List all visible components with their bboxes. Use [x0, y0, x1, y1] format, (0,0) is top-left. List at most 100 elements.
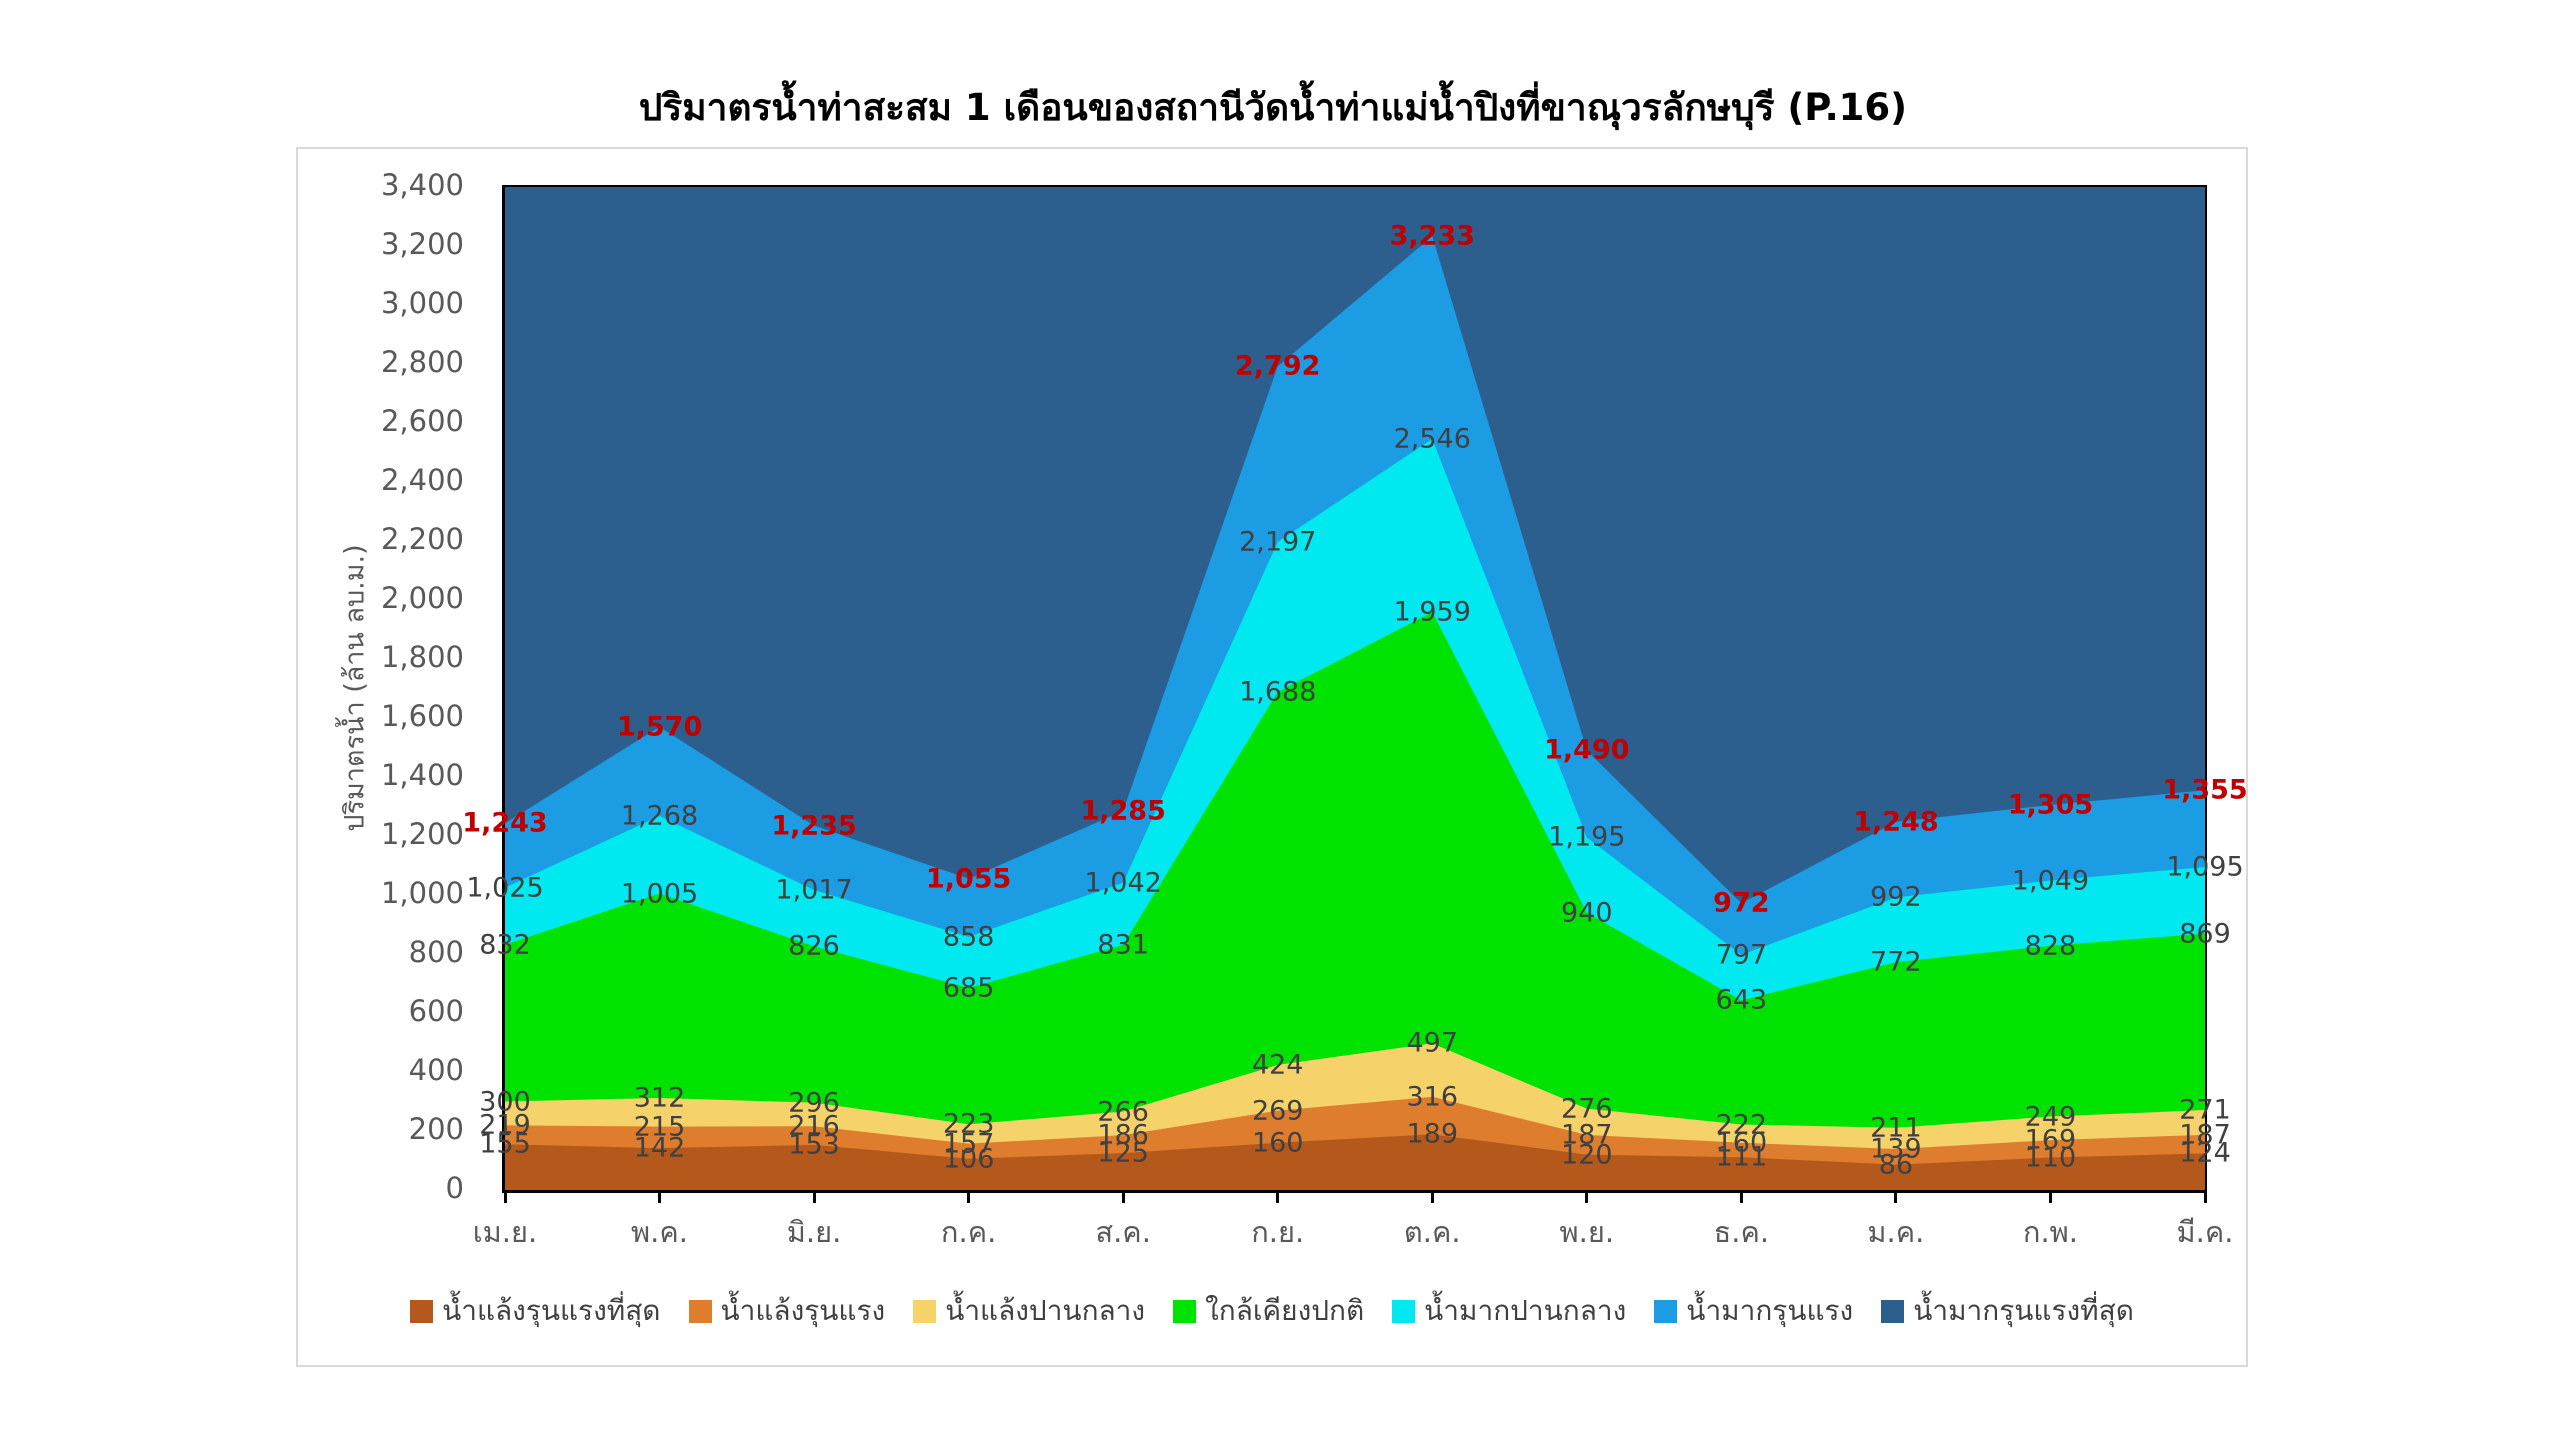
- x-tick-mark: [1739, 1190, 1743, 1203]
- data-label: 1,005: [620, 878, 699, 910]
- x-tick-mark: [1585, 1190, 1589, 1203]
- data-label: 2,197: [1239, 526, 1317, 558]
- x-tick-mark: [2048, 1190, 2052, 1203]
- data-label: 160: [1715, 1127, 1768, 1159]
- x-tick-label: ส.ค.: [1095, 1215, 1151, 1249]
- legend-item: น้ำมากรุนแรงที่สุด: [1881, 1289, 2134, 1333]
- data-label: 832: [479, 929, 531, 961]
- data-label: 186: [1097, 1119, 1149, 1151]
- data-label: 1,355: [2162, 774, 2248, 806]
- legend: น้ำแล้งรุนแรงที่สุด น้ำแล้งรุนแรง น้ำแล้งป…: [298, 1289, 2246, 1333]
- x-tick-label: ก.ค.: [940, 1215, 997, 1249]
- data-label: 187: [1561, 1119, 1613, 1151]
- data-label: 424: [1251, 1049, 1304, 1081]
- data-label: 86: [1878, 1149, 1914, 1181]
- legend-swatch: [688, 1299, 712, 1323]
- x-tick-label: เม.ย.: [472, 1215, 538, 1249]
- chart-panel: ปริมาตรน้ำ (ล้าน ลบ.ม.) 0 200 400 600 800 1,0…: [296, 147, 2248, 1367]
- data-label: 643: [1715, 984, 1768, 1016]
- data-label: 125: [1097, 1137, 1149, 1169]
- data-label: 2,546: [1393, 423, 1471, 455]
- data-label: 1,268: [620, 800, 699, 832]
- legend-label: ใกล้เคียงปกติ: [1205, 1294, 1365, 1327]
- legend-item: น้ำแล้งรุนแรง: [688, 1289, 886, 1333]
- legend-swatch: [410, 1299, 434, 1323]
- data-label: 972: [1713, 887, 1770, 919]
- data-label: 1,285: [1080, 795, 1166, 827]
- data-label: 826: [788, 930, 840, 962]
- x-tick-mark: [503, 1190, 507, 1203]
- data-label: 169: [2024, 1124, 2077, 1156]
- y-tick-label: 2,200: [380, 522, 464, 556]
- plot-area: เม.ย. พ.ค. มิ.ย. ก.ค. ส.ค. ก.ย. ต.ค. พ.ย. ธ.ค. ม.…: [462, 185, 2248, 1249]
- y-tick-label: 2,600: [380, 404, 464, 438]
- data-label: 1,042: [1084, 867, 1162, 899]
- data-label: 271: [2179, 1094, 2231, 1126]
- legend-label: น้ำแล้งรุนแรง: [720, 1294, 886, 1327]
- x-tick-mark: [1430, 1190, 1434, 1203]
- y-tick-label: 0: [445, 1171, 464, 1205]
- legend-item: น้ำมากปานกลาง: [1392, 1289, 1626, 1333]
- data-label: 1,235: [771, 810, 857, 842]
- data-label: 110: [2024, 1142, 2077, 1174]
- data-label: 187: [2179, 1119, 2231, 1151]
- data-label: 300: [479, 1086, 531, 1117]
- legend-swatch: [1173, 1299, 1197, 1323]
- legend-label: น้ำแล้งปานกลาง: [945, 1294, 1146, 1327]
- legend-swatch: [913, 1299, 937, 1323]
- x-tick-label: ก.พ.: [2022, 1215, 2079, 1249]
- legend-label: น้ำมากรุนแรง: [1686, 1294, 1854, 1327]
- data-label: 266: [1097, 1096, 1149, 1128]
- x-tick-label: ก.ย.: [1251, 1215, 1305, 1249]
- legend-swatch: [1392, 1299, 1416, 1323]
- data-label: 1,095: [2166, 851, 2244, 883]
- y-tick-label: 3,400: [380, 168, 464, 202]
- data-label: 992: [1870, 881, 1922, 913]
- data-label: 219: [479, 1109, 531, 1141]
- data-label: 1,049: [2011, 865, 2090, 897]
- y-tick-label: 3,200: [380, 227, 464, 261]
- data-label: 106: [942, 1143, 995, 1175]
- data-label: 124: [2179, 1137, 2231, 1169]
- y-tick-label: 400: [408, 1053, 464, 1087]
- legend-swatch: [1654, 1299, 1678, 1323]
- legend-label: น้ำแล้งรุนแรงที่สุด: [442, 1294, 661, 1327]
- y-tick-label: 600: [408, 994, 464, 1028]
- y-tick-label: 2,400: [380, 463, 464, 497]
- data-label: 1,025: [466, 872, 544, 904]
- data-label: 316: [1406, 1081, 1459, 1113]
- legend-swatch: [1881, 1299, 1905, 1323]
- x-tick-mark: [658, 1190, 662, 1203]
- data-label: 497: [1406, 1027, 1459, 1059]
- data-label: 155: [479, 1128, 531, 1160]
- data-label: 139: [1870, 1133, 1922, 1165]
- data-label: 216: [788, 1110, 840, 1142]
- data-label: 312: [633, 1082, 686, 1114]
- data-label: 1,490: [1544, 734, 1630, 766]
- y-tick-label: 800: [408, 935, 464, 969]
- x-tick-mark: [2203, 1190, 2207, 1203]
- data-label: 797: [1715, 939, 1768, 971]
- data-label: 1,248: [1853, 806, 1939, 838]
- legend-label: น้ำมากรุนแรงที่สุด: [1913, 1294, 2134, 1327]
- data-label: 1,195: [1548, 821, 1626, 853]
- x-tick-label: มี.ค.: [2176, 1215, 2234, 1249]
- y-tick-label: 2,800: [380, 345, 464, 379]
- data-label: 211: [1870, 1112, 1922, 1144]
- data-label: 223: [942, 1108, 995, 1140]
- y-tick-label: 2,000: [380, 581, 464, 615]
- data-label: 772: [1870, 946, 1922, 978]
- data-label: 1,688: [1239, 676, 1317, 708]
- data-label: 276: [1561, 1093, 1613, 1125]
- legend-item: ใกล้เคียงปกติ: [1173, 1289, 1364, 1333]
- legend-item: น้ำแล้งรุนแรงที่สุด: [410, 1289, 661, 1333]
- data-label: 3,233: [1389, 220, 1475, 252]
- data-label: 1,055: [925, 863, 1012, 895]
- x-tick-mark: [1121, 1190, 1125, 1203]
- data-label: 2,792: [1235, 350, 1321, 382]
- x-tick-label: มิ.ย.: [786, 1215, 842, 1249]
- data-label: 296: [788, 1087, 840, 1119]
- data-label: 142: [633, 1132, 686, 1164]
- x-tick-label: ธ.ค.: [1713, 1215, 1770, 1249]
- data-label: 111: [1715, 1141, 1768, 1173]
